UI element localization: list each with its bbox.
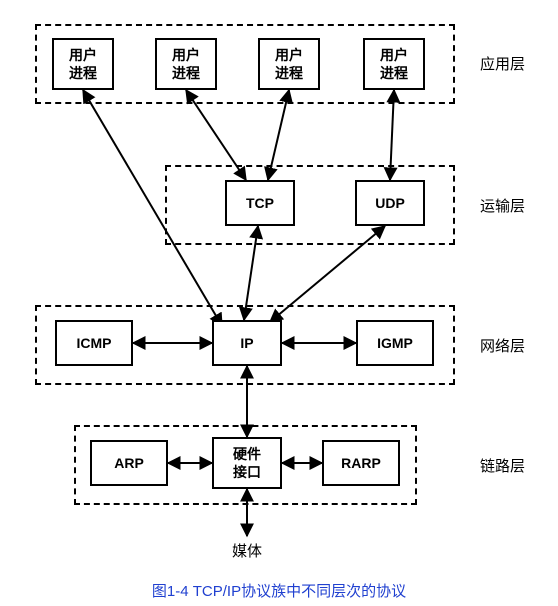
- node-up1: 用户 进程: [52, 38, 114, 90]
- node-tcp: TCP: [225, 180, 295, 226]
- node-hw: 硬件 接口: [212, 437, 282, 489]
- figure-caption: 图1-4 TCP/IP协议族中不同层次的协议: [0, 580, 558, 601]
- layer-label-link: 链路层: [480, 455, 525, 476]
- node-igmp: IGMP: [356, 320, 434, 366]
- node-ip: IP: [212, 320, 282, 366]
- node-udp: UDP: [355, 180, 425, 226]
- layer-label-app: 应用层: [480, 53, 525, 74]
- node-up4: 用户 进程: [363, 38, 425, 90]
- node-arp: ARP: [90, 440, 168, 486]
- node-icmp: ICMP: [55, 320, 133, 366]
- media-label: 媒体: [232, 540, 262, 561]
- node-up3: 用户 进程: [258, 38, 320, 90]
- node-up2: 用户 进程: [155, 38, 217, 90]
- node-rarp: RARP: [322, 440, 400, 486]
- layer-label-trans: 运输层: [480, 195, 525, 216]
- layer-label-net: 网络层: [480, 335, 525, 356]
